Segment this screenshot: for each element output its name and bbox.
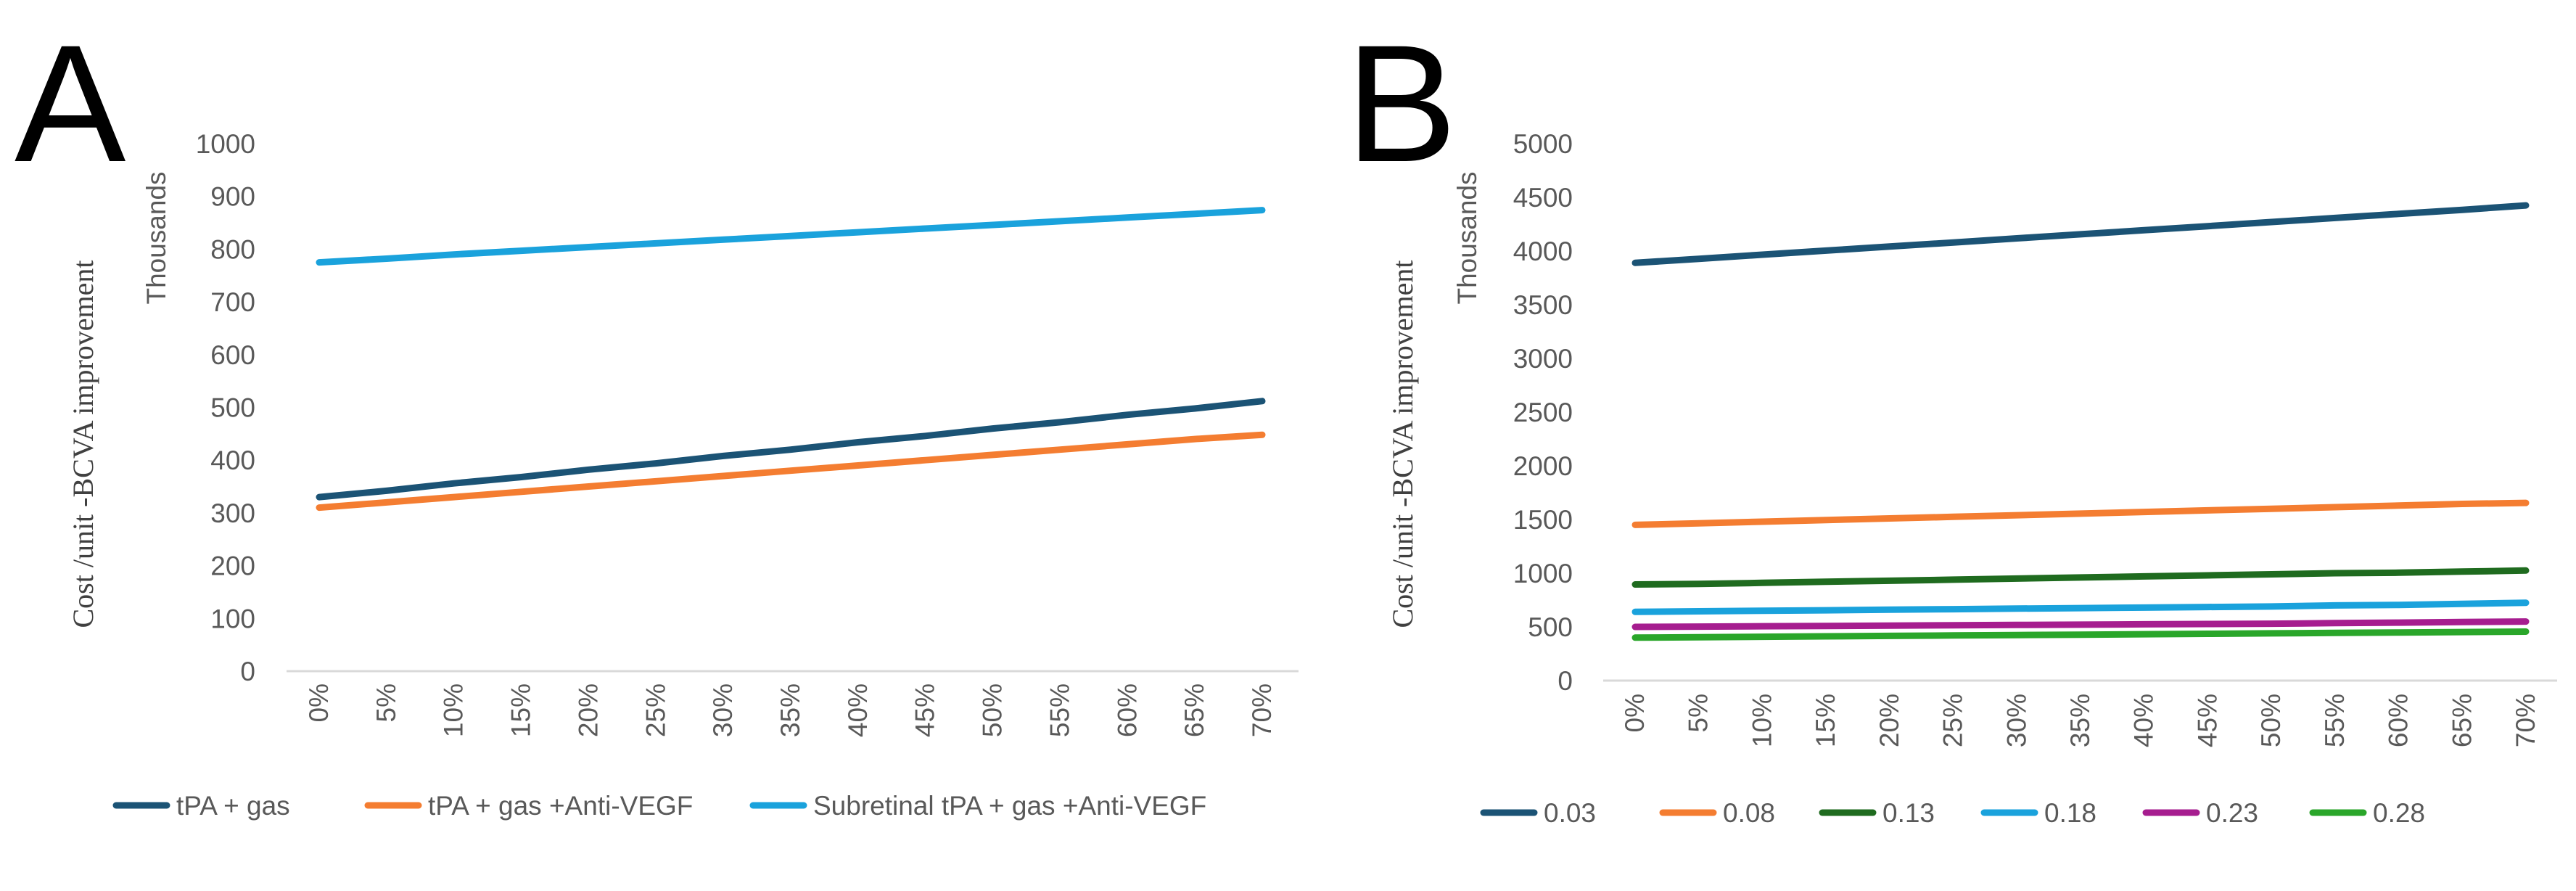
panel-b-y-tick-label: 0 <box>1557 666 1573 696</box>
panel-b-x-tick-label: 70% <box>2511 694 2540 747</box>
panel-a-x-tick-label: 45% <box>910 683 940 737</box>
panel-b-x-tick-label: 35% <box>2065 694 2095 747</box>
panel-b-y-tick-label: 2000 <box>1513 451 1573 481</box>
panel-b-x-tick-label: 25% <box>1938 694 1968 747</box>
panel-b-legend-label: 0.03 <box>1544 798 1596 828</box>
panel-a-y-tick-label: 1000 <box>196 129 255 159</box>
panel-a-legend-label: Subretinal tPA + gas +Anti-VEGF <box>813 791 1206 821</box>
panel-a-series-line-2 <box>316 431 1266 512</box>
panel-b-x-tick-label: 15% <box>1811 694 1840 747</box>
panel-b-legend-item: 0.18 <box>1980 798 2096 828</box>
panel-b-y-tick-label: 1000 <box>1513 559 1573 588</box>
panel-b-y-tick-label: 3500 <box>1513 290 1573 320</box>
panel-a-x-tick-label: 10% <box>439 683 469 737</box>
panel-a-legend-item: tPA + gas <box>112 791 290 821</box>
panel-b-legend-label: 0.18 <box>2044 798 2096 828</box>
panel-a-x-tick-label: 0% <box>304 683 334 722</box>
panel-a-x-tick-label: 30% <box>708 683 738 737</box>
panel-a-x-tick-label: 55% <box>1045 683 1074 737</box>
panel-b-legend-item: 0.03 <box>1480 798 1596 828</box>
panel-b-x-ticks: 0% 5% 10% 15% 20% 25% 30% 35% 40% 45% 50% 55% 60% 65%… <box>1620 694 2540 747</box>
panel-a-x-tick-label: 20% <box>573 683 603 737</box>
panel-a-y-tick-label: 400 <box>210 446 255 475</box>
panel-b-chart: B Cost /unit -BCVA improvement Thousands… <box>1346 10 2557 828</box>
panel-b-legend-label: 0.23 <box>2206 798 2258 828</box>
panel-a-legend-label: tPA + gas <box>176 791 290 821</box>
panel-b-x-tick-label: 20% <box>1875 694 1904 747</box>
panel-b-y-tick-label: 4500 <box>1513 183 1573 213</box>
panel-b-legend-item: 0.13 <box>1819 798 1935 828</box>
panel-b-y-tick-label: 2500 <box>1513 398 1573 427</box>
panel-a-chart: A Cost /unit -BCVA improvement Thousands… <box>15 10 1299 821</box>
panel-b-x-tick-label: 50% <box>2256 694 2286 747</box>
panel-a-series-line-3 <box>316 207 1266 266</box>
panel-a-x-tick-label: 65% <box>1180 683 1209 737</box>
panel-b-x-tick-label: 30% <box>2001 694 2031 747</box>
panel-a-y-tick-label: 700 <box>210 287 255 317</box>
panel-a-y-tick-label: 500 <box>210 393 255 423</box>
panel-b-series-line-5 <box>1631 618 2530 631</box>
panel-a-units-label: Thousands <box>141 171 171 304</box>
panel-b-series <box>1631 202 2530 641</box>
panel-b-y-axis-label: Cost /unit -BCVA improvement <box>1386 260 1419 628</box>
panel-a-x-tick-label: 25% <box>641 683 670 737</box>
panel-b-legend-item: 0.23 <box>2142 798 2258 828</box>
panel-a-x-tick-label: 40% <box>843 683 873 737</box>
panel-a-y-tick-label: 600 <box>210 340 255 370</box>
panel-a-y-axis-label: Cost /unit -BCVA improvement <box>67 260 99 628</box>
panel-a-letter: A <box>15 10 125 197</box>
panel-a-x-tick-label: 35% <box>775 683 805 737</box>
panel-b-legend-label: 0.28 <box>2373 798 2425 828</box>
panel-a-legend: tPA + gas tPA + gas +Anti-VEGF Subretinal … <box>112 791 1206 821</box>
panel-b-letter: B <box>1346 10 1457 197</box>
panel-b-x-tick-label: 5% <box>1684 694 1713 732</box>
panel-a-y-tick-label: 900 <box>210 182 255 212</box>
panel-b-legend: 0.03 0.08 0.13 0.18 0.23 0.28 <box>1480 798 2425 828</box>
panel-a-legend-item: Subretinal tPA + gas +Anti-VEGF <box>749 791 1206 821</box>
panel-a-x-tick-label: 5% <box>371 683 401 722</box>
panel-a-y-tick-label: 100 <box>210 604 255 633</box>
panel-b-x-tick-label: 40% <box>2129 694 2159 747</box>
panel-a-x-ticks: 0% 5% 10% 15% 20% 25% 30% 35% 40% 45% 50% 55% 60% 65%… <box>304 683 1277 737</box>
panel-a-y-tick-label: 0 <box>240 657 255 686</box>
panel-b-x-tick-label: 55% <box>2320 694 2350 747</box>
panel-a-series <box>316 207 1266 512</box>
panel-b-series-line-1 <box>1631 202 2530 266</box>
panel-a-legend-label: tPA + gas +Anti-VEGF <box>428 791 693 821</box>
panel-a-series-line-1 <box>316 398 1266 501</box>
panel-b-x-tick-label: 45% <box>2192 694 2222 747</box>
panel-b-y-tick-label: 500 <box>1528 612 1573 642</box>
panel-a-x-tick-label: 50% <box>978 683 1008 737</box>
panel-b-legend-item: 0.28 <box>2309 798 2425 828</box>
panel-b-legend-label: 0.08 <box>1723 798 1775 828</box>
panel-b-series-line-2 <box>1631 499 2530 528</box>
panel-b-series-line-4 <box>1631 599 2530 615</box>
panel-b-legend-item: 0.08 <box>1659 798 1775 828</box>
panel-b-y-tick-label: 5000 <box>1513 129 1573 159</box>
panel-b-y-tick-label: 1500 <box>1513 505 1573 535</box>
panel-b-x-tick-label: 0% <box>1620 694 1650 732</box>
panel-a-x-tick-label: 70% <box>1247 683 1277 737</box>
panel-b-series-line-3 <box>1631 567 2530 588</box>
panel-b-y-tick-label: 3000 <box>1513 344 1573 374</box>
panel-a-x-tick-label: 15% <box>506 683 536 737</box>
panel-b-units-label: Thousands <box>1452 171 1482 304</box>
panel-a-y-tick-label: 300 <box>210 498 255 528</box>
panel-b-x-tick-label: 65% <box>2447 694 2477 747</box>
panel-b-x-tick-label: 10% <box>1747 694 1777 747</box>
panel-b-y-ticks: 0 500 1000 1500 2000 2500 3000 3500 4000 4500 5000 <box>1513 129 1573 696</box>
panel-b-y-tick-label: 4000 <box>1513 237 1573 266</box>
panel-a-legend-item: tPA + gas +Anti-VEGF <box>364 791 693 821</box>
panel-a-y-ticks: 0 100 200 300 400 500 600 700 800 900 1000 <box>196 129 255 686</box>
panel-b-x-tick-label: 60% <box>2384 694 2414 747</box>
panel-b-legend-label: 0.13 <box>1882 798 1935 828</box>
panel-a-x-tick-label: 60% <box>1112 683 1142 737</box>
panel-b-series-line-6 <box>1631 628 2530 641</box>
panel-a-y-tick-label: 200 <box>210 551 255 581</box>
panel-a-y-tick-label: 800 <box>210 234 255 264</box>
